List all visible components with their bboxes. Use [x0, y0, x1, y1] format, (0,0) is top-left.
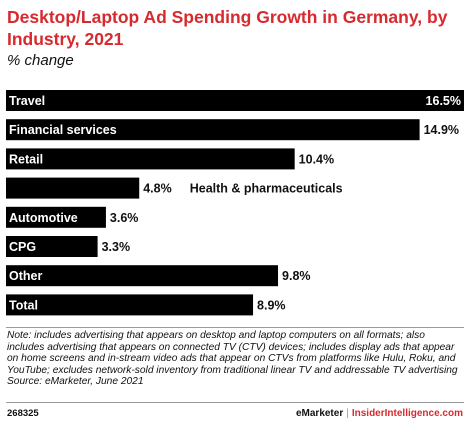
- bar-chart: Travel 16.5% Financial services 14.9% Retail…: [6, 90, 464, 316]
- bar-value-label: 3.6%: [110, 211, 139, 225]
- chart-subtitle: % change: [7, 52, 74, 69]
- bar-value-label: 10.4%: [299, 152, 334, 166]
- brand-emarketer: eMarketer: [295, 408, 344, 419]
- bar: [6, 90, 464, 111]
- footer-divider: [6, 402, 464, 403]
- bar-category-label: Total: [9, 298, 38, 312]
- bar: [6, 294, 254, 316]
- footnote-divider: [6, 327, 464, 328]
- footnote: Note: includes advertising that appears …: [7, 330, 465, 388]
- bar-value-label: 4.8%: [143, 182, 172, 196]
- bar-value-label: 14.9%: [424, 123, 459, 137]
- bar-row: CPG 3.3%: [6, 236, 130, 257]
- footnote-source: Source: eMarketer, June 2021: [7, 376, 144, 388]
- bar: [6, 236, 98, 257]
- bar-category-label: Automotive: [9, 211, 78, 225]
- bar: [6, 265, 279, 287]
- bar-row: Automotive 3.6%: [6, 206, 139, 228]
- bar-row: Other 9.8%: [6, 265, 311, 287]
- chart-id: 268325: [7, 408, 39, 419]
- bar-row: Retail 10.4%: [6, 148, 334, 170]
- brand-footer: eMarketer | InsiderIntelligence.com: [296, 408, 463, 419]
- bar-value-label: 8.9%: [257, 298, 286, 312]
- bar-row: Financial services 14.9%: [6, 119, 459, 141]
- bar-value-label: 3.3%: [102, 240, 131, 254]
- bar-category-label: Financial services: [9, 123, 117, 137]
- bar-category-label: Other: [9, 269, 42, 283]
- brand-insider-intelligence: InsiderIntelligence.com: [351, 408, 463, 419]
- bar: [6, 206, 106, 228]
- bar-category-label: Travel: [9, 94, 45, 108]
- bar: [6, 177, 140, 199]
- bar-category-label: Retail: [9, 152, 43, 166]
- bar: [6, 148, 295, 170]
- chart-title: Desktop/Laptop Ad Spending Growth in Ger…: [7, 7, 448, 49]
- brand-separator: |: [346, 408, 349, 419]
- bar-value-label: 9.8%: [282, 269, 311, 283]
- bar-category-label: CPG: [9, 240, 36, 254]
- footnote-note: Note: includes advertising that appears …: [7, 330, 458, 376]
- bar-value-label: 16.5%: [426, 94, 461, 108]
- bar-row: Travel 16.5%: [6, 90, 464, 111]
- bar-category-label: Health & pharmaceuticals: [190, 182, 343, 196]
- bar-row: 4.8% Health & pharmaceuticals: [6, 177, 343, 199]
- bar: [6, 119, 420, 141]
- bar-row: Total 8.9%: [6, 294, 286, 316]
